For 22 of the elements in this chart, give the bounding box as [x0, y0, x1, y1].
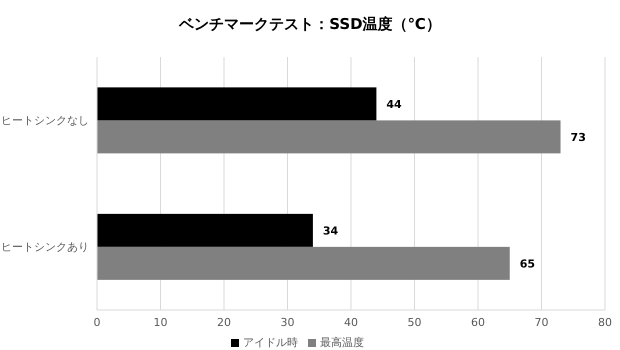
- x-tick-label: 50: [408, 316, 422, 329]
- bar: [97, 214, 313, 247]
- y-tick-label: ヒートシンクあり: [1, 240, 89, 254]
- x-tick-label: 0: [94, 316, 100, 329]
- x-tick-label: 20: [217, 316, 231, 329]
- x-tick-label: 30: [280, 316, 294, 329]
- legend-label: 最高温度: [320, 336, 364, 349]
- x-tick-label: 60: [471, 316, 485, 329]
- data-label: 73: [570, 130, 586, 144]
- data-label: 44: [386, 98, 402, 111]
- data-label: 34: [322, 224, 339, 238]
- chart-title: ベンチマークテスト：SSD温度（℃）: [178, 14, 442, 35]
- x-tick-label: 10: [154, 316, 168, 329]
- data-label: 65: [520, 257, 536, 270]
- bar: [97, 120, 561, 154]
- y-tick-label: ヒートシンクなし: [1, 114, 89, 128]
- x-tick-label: 40: [344, 316, 358, 329]
- bar: [97, 246, 510, 280]
- x-tick-label: 80: [598, 316, 612, 329]
- bar: [97, 87, 376, 120]
- x-tick-label: 70: [534, 316, 548, 329]
- legend-label: アイドル時: [243, 336, 298, 349]
